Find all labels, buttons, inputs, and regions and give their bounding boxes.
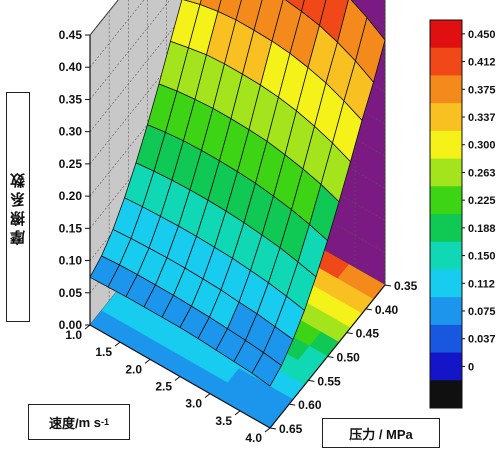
colorbar-swatch <box>430 214 462 243</box>
y-tick-label: 0.65 <box>279 422 303 436</box>
colorbar-swatch <box>430 324 462 353</box>
colorbar-tick-label: 0.263 <box>468 167 496 179</box>
z-axis-label: 摩擦系数 <box>6 92 30 322</box>
colorbar-tick-label: 0.450 <box>468 29 496 41</box>
colorbar-swatch <box>430 75 462 104</box>
x-tick-label: 1.5 <box>95 345 112 359</box>
y-tick-mark <box>346 332 353 335</box>
z-tick-label: 0.15 <box>59 221 83 235</box>
colorbar-tick-label: 0.337 <box>468 112 496 124</box>
y-tick-label: 0.60 <box>298 398 322 412</box>
colorbar-tick-label: 0.300 <box>468 140 496 152</box>
y-tick-label: 0.55 <box>317 374 341 388</box>
x-axis-label-main: 速度/ <box>48 415 79 431</box>
z-tick-label: 0.40 <box>59 60 83 74</box>
colorbar-swatch <box>430 352 462 381</box>
x-tick-mark <box>234 410 241 416</box>
y-tick-label: 0.45 <box>356 327 380 341</box>
colorbar-swatch <box>430 380 462 409</box>
colorbar-tick-label: 0 <box>468 361 474 373</box>
x-tick-label: 2.5 <box>155 380 172 394</box>
y-axis-label: 压力 / MPa <box>322 418 440 448</box>
x-tick-mark <box>174 376 181 381</box>
colorbar-swatch <box>430 103 462 132</box>
y-tick-label: 0.50 <box>337 351 361 365</box>
x-tick-label: 2.0 <box>125 362 142 376</box>
x-tick-label: 4.0 <box>245 431 262 445</box>
colorbar-tick-label: 0.112 <box>468 278 495 290</box>
colorbar-swatch <box>430 20 462 49</box>
colorbar-swatch <box>430 297 462 326</box>
surface-mesh <box>89 0 386 387</box>
colorbar-swatch <box>430 186 462 215</box>
colorbar-swatch <box>430 130 462 159</box>
colorbar-tick-label: 0.150 <box>468 251 496 263</box>
z-tick-label: 0.25 <box>59 157 83 171</box>
y-tick-mark <box>289 403 296 406</box>
x-tick-mark <box>144 358 151 364</box>
colorbar-swatch <box>430 269 462 298</box>
colorbar-tick-label: 0.225 <box>468 195 496 207</box>
z-tick-label: 0.10 <box>59 254 83 268</box>
colorbar: 0.450 0.412 0.375 0.337 0.300 0.263 0.225 0.188… <box>429 19 496 409</box>
x-tick-mark <box>84 324 91 330</box>
z-tick-label: 0.00 <box>59 318 83 332</box>
x-tick-label: 1.0 <box>65 328 82 342</box>
z-tick-label: 0.20 <box>59 189 83 203</box>
colorbar-swatch <box>430 241 462 270</box>
x-tick-mark <box>204 393 211 399</box>
colorbar-tick-label: 0.412 <box>468 57 496 69</box>
y-tick-mark <box>327 356 334 358</box>
z-tick-label: 0.30 <box>59 125 83 139</box>
colorbar-tick-label: 0.075 <box>468 306 496 318</box>
y-tick-mark <box>308 379 315 382</box>
colorbar-swatch <box>430 158 462 187</box>
x-tick-mark <box>114 341 121 347</box>
colorbar-swatch <box>430 47 462 76</box>
y-tick-label: 0.35 <box>394 279 418 293</box>
x-axis-label-unit: m s <box>78 414 101 430</box>
axes: 0.00 0.05 0.10 0.15 0.20 0.25 0.30 0.35 0.40 0.45… <box>59 28 418 445</box>
z-tick-label: 0.45 <box>59 28 83 42</box>
x-axis-label-sup: -1 <box>101 417 110 427</box>
x-tick-label: 3.0 <box>185 397 202 411</box>
y-tick-mark <box>365 308 372 311</box>
x-axis-label: 速度/m s -1 <box>28 404 130 440</box>
colorbar-frame <box>429 19 463 409</box>
colorbar-tick-label: 0.375 <box>468 84 496 96</box>
z-tick-label: 0.05 <box>59 286 83 300</box>
x-tick-label: 3.5 <box>215 414 232 428</box>
x-tick-mark <box>264 427 271 433</box>
z-tick-label: 0.35 <box>59 92 83 106</box>
y-tick-label: 0.40 <box>375 303 399 317</box>
y-tick-mark <box>384 284 392 287</box>
colorbar-tick-label: 0.188 <box>468 223 496 235</box>
surface-cell <box>355 17 386 83</box>
colorbar-tick-label: 0.037 <box>468 334 496 346</box>
y-tick-mark <box>269 427 277 430</box>
